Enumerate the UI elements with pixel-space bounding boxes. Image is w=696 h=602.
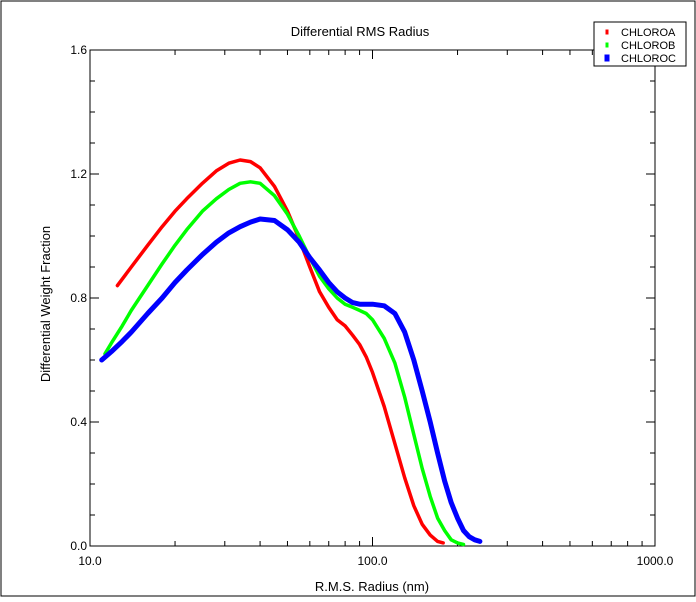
y-axis-label: Differential Weight Fraction <box>38 226 53 382</box>
chart-title: Differential RMS Radius <box>291 24 430 39</box>
y-tick-label: 0.0 <box>70 539 87 553</box>
series-line-chlorob <box>103 180 466 547</box>
legend-label-chlorob: CHLOROB <box>621 40 675 52</box>
legend-marker-chlorob <box>605 42 609 48</box>
y-tick-label: 1.2 <box>70 167 87 181</box>
y-tick-label: 0.4 <box>70 415 87 429</box>
x-tick-label: 100.0 <box>357 554 387 568</box>
legend-marker-chloroc <box>604 54 610 62</box>
series-line-chloroc <box>99 216 483 544</box>
legend-label-chloroa: CHLOROA <box>621 27 676 39</box>
legend-marker-chloroa <box>605 29 609 35</box>
x-tick-label: 10.0 <box>78 554 102 568</box>
series-line-chloroa <box>115 158 445 545</box>
x-axis-label: R.M.S. Radius (nm) <box>315 579 429 594</box>
x-tick-label: 1000.0 <box>637 554 674 568</box>
legend-label-chloroc: CHLOROC <box>621 53 676 65</box>
y-tick-label: 1.6 <box>70 43 87 57</box>
y-tick-label: 0.8 <box>70 291 87 305</box>
